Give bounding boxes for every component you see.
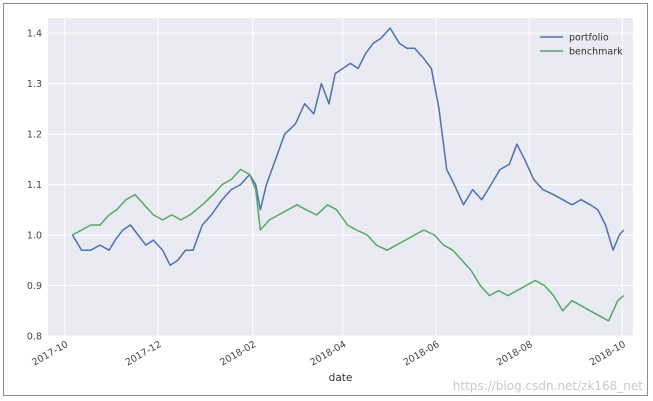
- y-tick-labels: 0.8 0.9 1.0 1.1 1.2 1.3 1.4: [27, 29, 42, 343]
- x-tick-label: 2018-10: [588, 339, 628, 368]
- y-tick-label: 1.0: [27, 231, 42, 242]
- plot-area: [48, 18, 633, 336]
- x-axis-label: date: [329, 372, 353, 384]
- legend-label-benchmark: benchmark: [569, 47, 623, 58]
- x-tick-label: 2018-06: [402, 339, 442, 368]
- y-tick-label: 1.4: [27, 29, 42, 40]
- x-tick-label: 2018-04: [308, 339, 348, 368]
- x-tick-label: 2018-08: [495, 339, 535, 368]
- x-tick-label: 2017-10: [30, 339, 70, 368]
- series-line-benchmark: [72, 168, 625, 322]
- grid: [48, 18, 633, 337]
- x-tick-labels: 2017-10 2017-12 2018-02 2018-04 2018-06 2018-…: [30, 339, 627, 368]
- watermark: https://blog.csdn.net/zk168_net: [452, 379, 643, 393]
- series-line-portfolio: [71, 27, 625, 267]
- x-tick-label: 2018-02: [218, 339, 258, 368]
- y-tick-label: 1.3: [27, 79, 42, 90]
- y-tick-label: 1.1: [27, 180, 42, 191]
- legend: portfolio benchmark: [540, 33, 623, 58]
- x-tick-label: 2017-12: [124, 339, 164, 368]
- series-lines: [71, 27, 625, 322]
- legend-label-portfolio: portfolio: [569, 33, 609, 44]
- y-tick-label: 0.8: [27, 332, 42, 343]
- y-tick-label: 1.2: [27, 130, 42, 141]
- y-tick-label: 0.9: [27, 281, 42, 292]
